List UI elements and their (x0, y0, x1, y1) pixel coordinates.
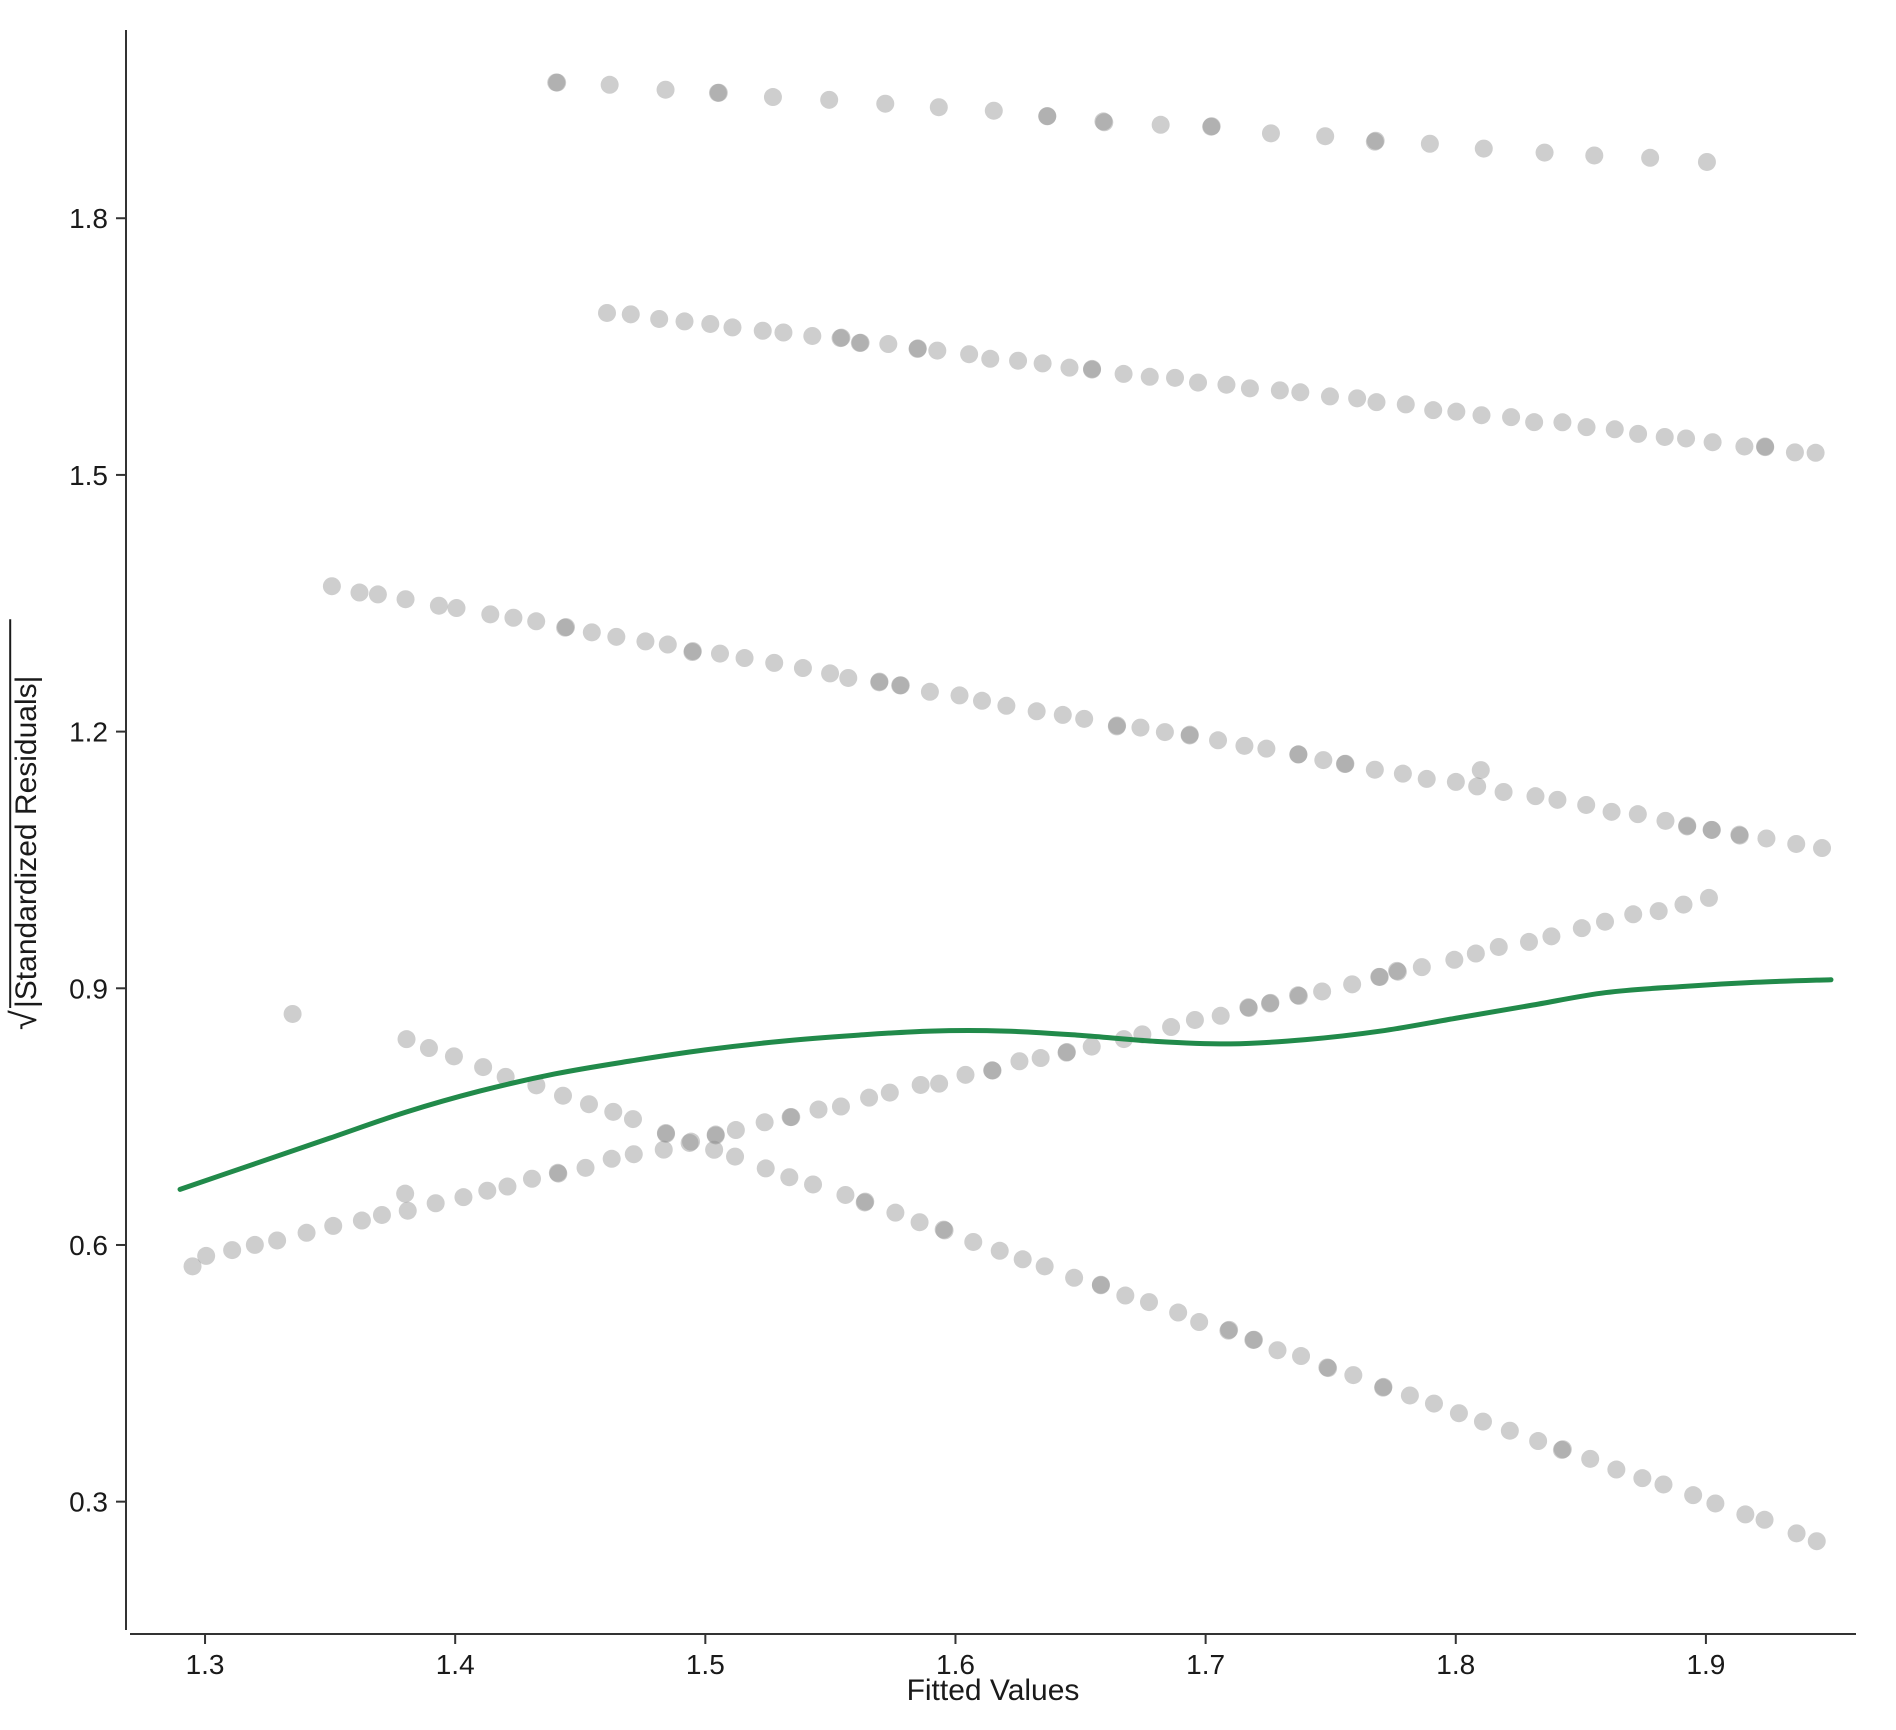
svg-text:1.4: 1.4 (436, 1649, 475, 1680)
x-axis-label: Fitted Values (907, 1674, 1080, 1707)
svg-text:0.3: 0.3 (69, 1487, 108, 1518)
svg-text:√: √ (3, 1010, 44, 1030)
svg-text:1.5: 1.5 (686, 1649, 725, 1680)
svg-text:1.2: 1.2 (69, 717, 108, 748)
svg-text:1.8: 1.8 (69, 203, 108, 234)
svg-text:0.9: 0.9 (69, 973, 108, 1004)
chart-svg: 1.31.41.51.61.71.81.90.30.60.91.21.51.8F… (0, 0, 1896, 1730)
scale-location-plot: 1.31.41.51.61.71.81.90.30.60.91.21.51.8F… (0, 0, 1896, 1730)
svg-text:1.9: 1.9 (1686, 1649, 1725, 1680)
svg-text:|Standardized Residuals|: |Standardized Residuals| (10, 676, 43, 1008)
svg-text:1.7: 1.7 (1186, 1649, 1225, 1680)
y-axis-label: √|Standardized Residuals| (3, 619, 44, 1030)
svg-text:1.5: 1.5 (69, 460, 108, 491)
svg-text:0.6: 0.6 (69, 1230, 108, 1261)
svg-text:1.8: 1.8 (1436, 1649, 1475, 1680)
svg-text:1.3: 1.3 (186, 1649, 225, 1680)
